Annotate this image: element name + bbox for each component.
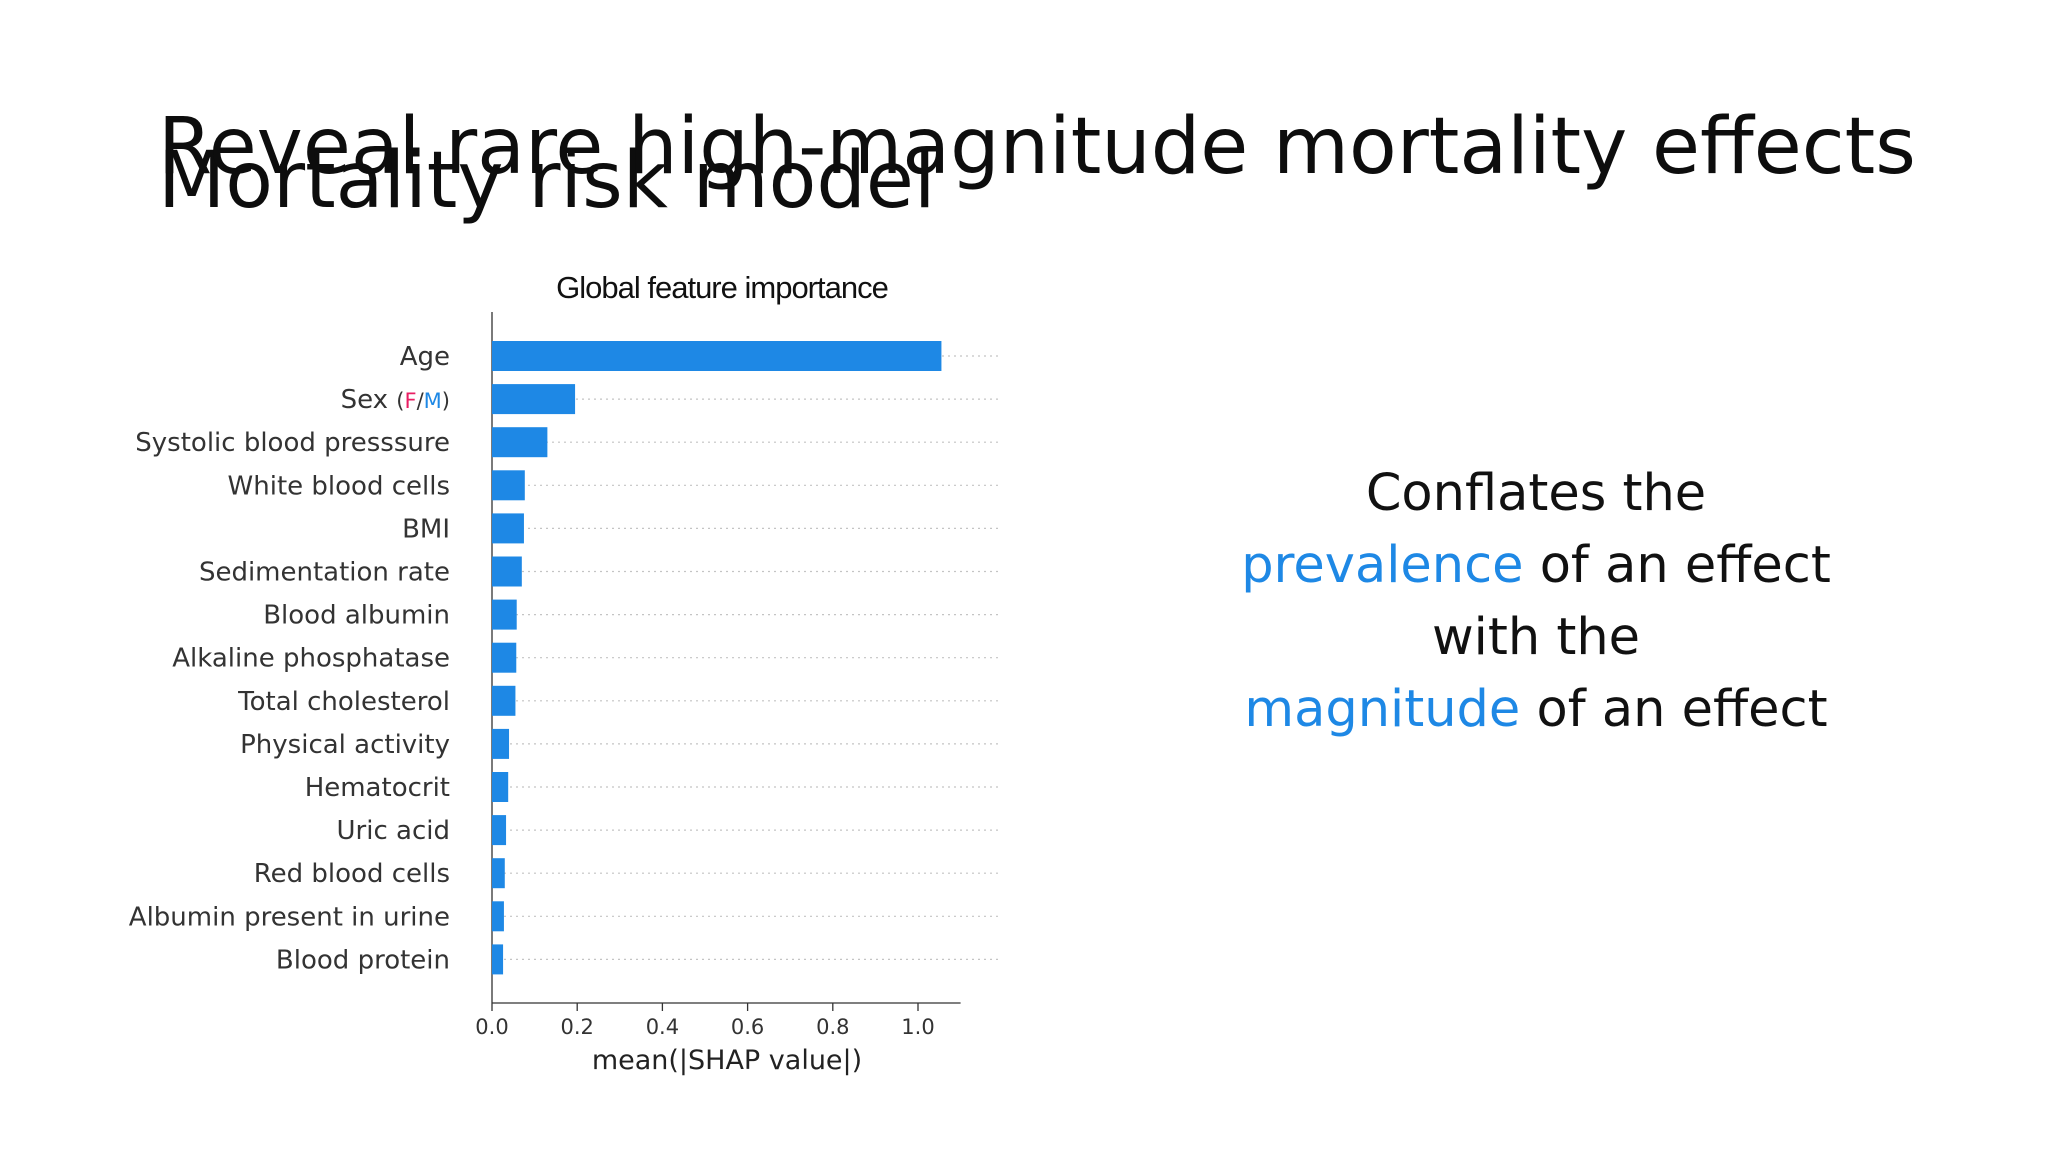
y-tick-label: Blood albumin <box>263 601 450 631</box>
bar-white-blood-cells <box>492 470 525 501</box>
x-tick-label: 0.8 <box>816 1015 849 1039</box>
bar-blood-albumin <box>492 599 517 630</box>
callout-line-1: Conflates the <box>1365 464 1707 523</box>
y-tick-label: Systolic blood presssure <box>135 428 450 458</box>
x-tick-label: 0.4 <box>646 1015 679 1039</box>
callout-line-4: magnitude of an effect <box>1196 674 1876 746</box>
callout-text: Conflates the prevalence of an effect wi… <box>1196 458 1876 746</box>
y-tick-label: Albumin present in urine <box>129 902 450 932</box>
y-tick-label: Age <box>400 342 450 372</box>
callout-line-3: with the <box>1431 608 1641 667</box>
x-tick-label: 1.0 <box>901 1015 934 1039</box>
callout-line-2-rest: of an effect <box>1523 536 1831 595</box>
y-tick-label: Uric acid <box>337 816 450 846</box>
y-tick-label-part: ) <box>442 389 450 413</box>
bar-albumin-present-in-urine <box>492 901 504 932</box>
chart-title: Global feature importance <box>556 270 889 305</box>
bar-physical-activity <box>492 728 510 759</box>
y-tick-label: Sex (F/M) <box>341 385 450 415</box>
y-tick-label: White blood cells <box>228 471 450 501</box>
y-tick-label-part: Sex <box>341 385 397 415</box>
callout-line-4-rest: of an effect <box>1520 680 1828 739</box>
y-tick-label-part: ( <box>396 389 404 413</box>
y-tick-label-part: / <box>417 389 425 413</box>
y-tick-label-part: M <box>424 389 442 413</box>
x-axis-label: mean(|SHAP value|) <box>592 1045 862 1076</box>
bar-alkaline-phosphatase <box>492 642 517 673</box>
bar-bmi <box>492 513 524 544</box>
bar-sedimentation-rate <box>492 556 522 587</box>
y-tick-label: Alkaline phosphatase <box>172 644 450 674</box>
bar-blood-protein <box>492 944 504 975</box>
y-tick-label-part: F <box>405 389 417 413</box>
callout-magnitude: magnitude <box>1244 680 1521 739</box>
bar-red-blood-cells <box>492 858 505 889</box>
bar-hematocrit <box>492 772 509 802</box>
x-tick-label: 0.2 <box>560 1015 593 1039</box>
bar-total-cholesterol <box>492 685 516 716</box>
bar-uric-acid <box>492 815 507 846</box>
y-tick-label: BMI <box>402 514 450 544</box>
y-tick-label: Blood protein <box>276 945 450 975</box>
y-tick-label: Sedimentation rate <box>199 558 450 588</box>
y-tick-label: Red blood cells <box>254 859 450 889</box>
slide-title-mortality-risk-model: Mortality risk model <box>158 136 936 226</box>
x-tick-label: 0.0 <box>475 1015 508 1039</box>
y-tick-label: Total cholesterol <box>237 687 450 717</box>
callout-line-2: prevalence of an effect <box>1196 530 1876 602</box>
y-tick-label: Hematocrit <box>305 773 450 803</box>
y-tick-label: Physical activity <box>240 730 450 760</box>
bar-systolic-blood-presssure <box>492 427 548 458</box>
slide-title-reveal-effects: Reveal rare high-magnitude mortality eff… <box>158 102 1916 192</box>
bar-age <box>492 341 942 371</box>
callout-prevalence: prevalence <box>1241 536 1524 595</box>
x-tick-label: 0.6 <box>731 1015 764 1039</box>
bar-sex <box>492 384 576 415</box>
